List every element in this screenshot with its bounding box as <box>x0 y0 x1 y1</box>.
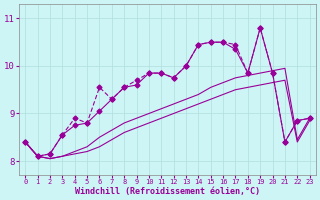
X-axis label: Windchill (Refroidissement éolien,°C): Windchill (Refroidissement éolien,°C) <box>75 187 260 196</box>
